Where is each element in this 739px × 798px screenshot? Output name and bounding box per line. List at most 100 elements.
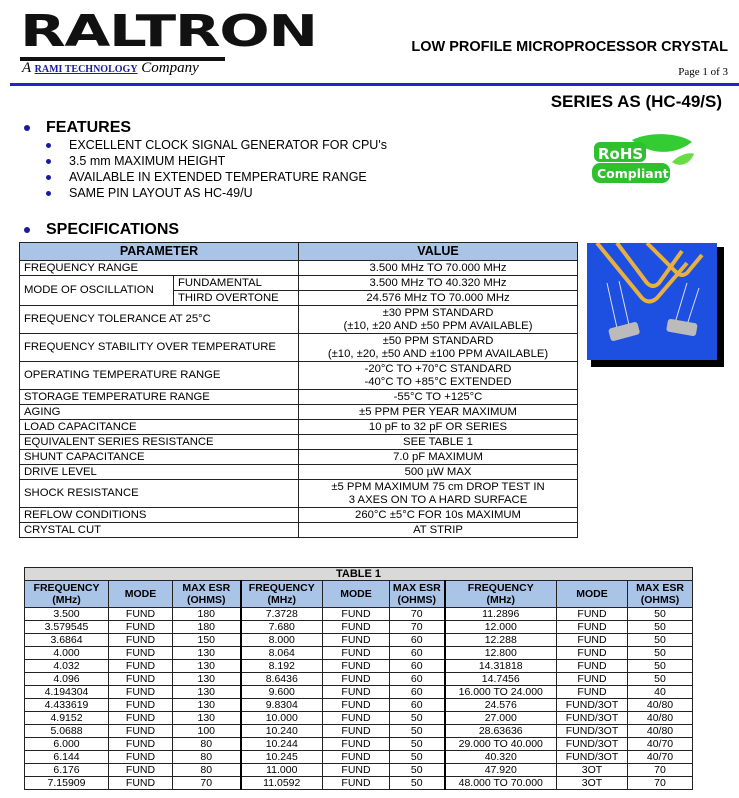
spec-sublabel: FUNDAMENTAL [173, 275, 299, 291]
table-cell: 12.800 [443, 646, 557, 660]
spec-label: REFLOW CONDITIONS [19, 507, 299, 523]
feature-item: AVAILABLE IN EXTENDED TEMPERATURE RANGE [46, 169, 387, 185]
table-title-row: TABLE 1 [23, 567, 694, 581]
table-cell: FUND [108, 659, 173, 673]
column-header-line: FREQUENCY [248, 582, 315, 594]
table-cell: 8.064 [239, 646, 323, 660]
column-header-line: MODE [340, 588, 372, 600]
table-cell: 60 [389, 698, 445, 712]
column-header-line: MAX ESR [636, 582, 684, 594]
spec-value: AT STRIP [298, 522, 578, 538]
spec-value: 3.500 MHz TO 40.320 MHz [298, 275, 578, 291]
table-cell: FUND [556, 685, 628, 699]
column-header-line: (MHz) [52, 594, 81, 606]
table-cell: FUND [108, 685, 173, 699]
tagline-prefix: A [22, 60, 31, 76]
header-divider [10, 83, 739, 86]
table-cell: 180 [172, 620, 241, 634]
spec-row: OPERATING TEMPERATURE RANGE -20°C TO +70°… [19, 361, 578, 390]
spec-row: EQUIVALENT SERIES RESISTANCE SEE TABLE 1 [19, 434, 578, 450]
table-cell: FUND/3OT [556, 698, 628, 712]
table-cell: FUND [322, 698, 390, 712]
bullet-icon [46, 191, 51, 197]
company-tagline: A RAMI TECHNOLOGY Company [22, 60, 199, 77]
spec-value: ±30 PPM STANDARD (±10, ±20 AND ±50 PPM AV… [298, 305, 578, 334]
table-cell: FUND [322, 776, 390, 790]
leaf-small-icon [672, 153, 694, 165]
table-cell: 11.0592 [239, 776, 323, 790]
table-row: 4.096 FUND 130 8.6436 FUND 60 14.7456 FUND 50 [24, 672, 694, 686]
spec-row: DRIVE LEVEL 500 µW MAX [19, 464, 578, 480]
table-cell: 12.000 [443, 620, 557, 634]
spec-row: FREQUENCY TOLERANCE AT 25°C ±30 PPM STAND… [19, 305, 578, 334]
table-cell: 7.680 [239, 620, 323, 634]
spec-value-line: 500 µW MAX [404, 465, 472, 478]
paperclip-icon [595, 243, 704, 304]
table-cell: 60 [389, 685, 445, 699]
spec-value-line: -20°C TO +70°C STANDARD [364, 362, 512, 375]
table-cell: FUND [322, 711, 390, 725]
table-cell: FUND [108, 633, 173, 647]
table-cell: 4.096 [24, 672, 109, 686]
table-cell: 6.000 [24, 737, 109, 751]
table-cell: 130 [172, 646, 241, 660]
table-cell: 28.63636 [443, 724, 557, 738]
feature-text: EXCELLENT CLOCK SIGNAL GENERATOR FOR CPU… [69, 138, 387, 152]
table-cell: 70 [626, 776, 694, 790]
column-header-line: (OHMS) [187, 594, 226, 606]
table-cell: FUND [322, 646, 390, 660]
spec-label: SHOCK RESISTANCE [19, 479, 299, 508]
column-header: MODE [322, 580, 390, 608]
table-cell: 130 [172, 659, 241, 673]
column-header-line: (OHMS) [397, 594, 437, 606]
spec-label: FREQUENCY STABILITY OVER TEMPERATURE [19, 333, 299, 362]
column-header-line: (MHz) [267, 594, 297, 606]
table-cell: FUND [322, 672, 390, 686]
table-cell: 60 [389, 633, 445, 647]
table-cell: FUND [556, 633, 628, 647]
column-header: FREQUENCY (MHz) [443, 580, 557, 608]
spec-value-line: -55°C TO +125°C [393, 390, 483, 403]
spec-value-line: SEE TABLE 1 [403, 435, 473, 448]
spec-value-line: ±30 PPM STANDARD [382, 306, 494, 319]
table-cell: FUND [322, 750, 390, 764]
spec-value: 7.0 pF MAXIMUM [298, 449, 578, 465]
table-cell: FUND [556, 620, 628, 634]
spec-value-line: AT STRIP [413, 523, 463, 536]
spec-value: 260°C ±5°C FOR 10s MAXIMUM [298, 507, 578, 523]
spec-row: SHOCK RESISTANCE ±5 PPM MAXIMUM 75 cm DRO… [19, 479, 578, 508]
specifications-table: PARAMETER VALUE FREQUENCY RANGE 3.500 MH… [19, 242, 578, 538]
table-cell: 3.6864 [24, 633, 109, 647]
table-cell: 70 [389, 620, 445, 634]
table-cell: 29.000 TO 40.000 [443, 737, 557, 751]
table-cell: 50 [389, 776, 445, 790]
table-cell: 3OT [556, 763, 628, 777]
table-cell: 50 [389, 737, 445, 751]
spec-value-line: (±10, ±20, ±50 AND ±100 PPM AVAILABLE) [327, 347, 549, 360]
table-cell: 130 [172, 672, 241, 686]
table-cell: 40/80 [626, 698, 694, 712]
column-header-line: FREQUENCY [467, 582, 534, 594]
specifications-heading-text: SPECIFICATIONS [46, 221, 180, 238]
spec-header-row: PARAMETER VALUE [19, 242, 578, 261]
spec-value: 3.500 MHz TO 70.000 MHz [298, 260, 578, 276]
table-cell: 24.576 [443, 698, 557, 712]
column-header-line: MAX ESR [182, 582, 231, 594]
table-cell: FUND [108, 737, 173, 751]
table-cell: 50 [626, 672, 694, 686]
table-cell: 9.8304 [239, 698, 323, 712]
table-cell: FUND/3OT [556, 724, 628, 738]
table-cell: 7.15909 [24, 776, 109, 790]
series-title: SERIES AS (HC-49/S) [550, 92, 722, 111]
table-cell: 16.000 TO 24.000 [443, 685, 557, 699]
table-cell: FUND [322, 685, 390, 699]
spec-value-line: ±5 PPM PER YEAR MAXIMUM [359, 405, 517, 418]
table-row: 6.000 FUND 80 10.244 FUND 50 29.000 TO 40.000 F… [24, 737, 694, 751]
feature-item: 3.5 mm MAXIMUM HEIGHT [46, 153, 387, 169]
table-cell: FUND [322, 620, 390, 634]
table-cell: 50 [389, 763, 445, 777]
spec-value: -20°C TO +70°C STANDARD -40°C TO +85°C EX… [298, 361, 578, 390]
table-cell: FUND/3OT [556, 737, 628, 751]
column-header: FREQUENCY (MHz) [24, 580, 109, 608]
table-cell: 180 [172, 607, 241, 621]
